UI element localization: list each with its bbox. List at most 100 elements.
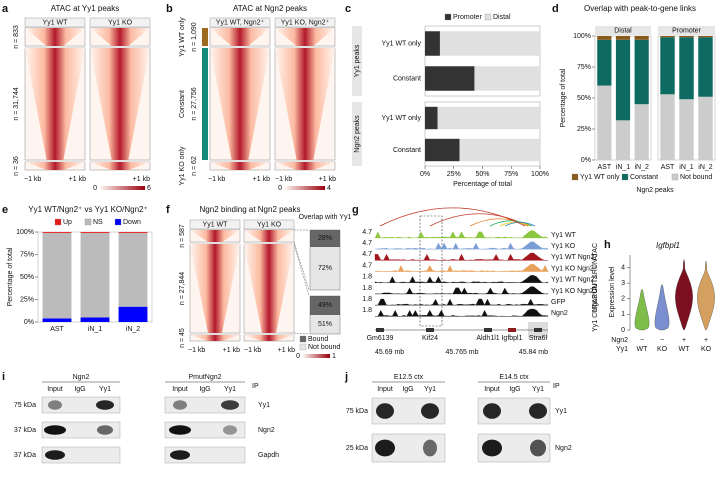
column-label: Yy1 WT xyxy=(43,19,69,26)
bar-segment xyxy=(118,306,148,322)
colorbar-label: 0 xyxy=(278,185,282,192)
group-bar xyxy=(202,162,208,170)
blot-header: Ngn2 xyxy=(73,374,90,381)
band xyxy=(421,403,439,419)
x-label: +1 kb xyxy=(223,347,240,354)
track-label: Yy1 KO Ngn2⁺ xyxy=(551,265,598,272)
column-header xyxy=(209,17,271,28)
signal-track xyxy=(374,298,549,306)
legend-swatch xyxy=(671,173,679,181)
category-label: iN_2 xyxy=(698,164,713,171)
gene-label: Gm6139 xyxy=(367,335,394,342)
facet-strip xyxy=(352,102,362,166)
lane-label: Input xyxy=(377,386,393,393)
panel-title: Ngn2 binding at Ngn2 peaks xyxy=(200,205,301,214)
heatmap-signal xyxy=(25,48,85,160)
group-label: Yy1 KO only xyxy=(179,146,186,185)
x-tick-label: 25% xyxy=(447,171,461,178)
y-tick-label: 2 xyxy=(621,296,625,303)
track-group: ATAC xyxy=(592,243,599,261)
ip-label: IP xyxy=(553,383,560,390)
x-axis-label: Percentage of total xyxy=(453,181,512,188)
column-label: Yy1 KO xyxy=(108,19,133,26)
category-label: Constant xyxy=(393,147,421,154)
colorbar xyxy=(100,186,145,190)
y-tick-label: 75% xyxy=(20,251,34,258)
y-axis-label: Percentage of total xyxy=(7,247,14,306)
blot-header: E14.5 ctx xyxy=(499,374,529,381)
x-label: +1 kb xyxy=(133,176,150,183)
factor-name: Ngn2 xyxy=(611,337,628,344)
panel-letter: d xyxy=(552,3,559,15)
group-bar xyxy=(202,48,208,160)
row-count: n = 27,756 xyxy=(191,87,198,120)
heatmap-signal xyxy=(90,162,150,170)
band xyxy=(221,400,239,410)
band xyxy=(48,400,62,410)
facet-title: Yy1 peaks xyxy=(354,44,361,77)
gene xyxy=(508,328,516,332)
lane-label: IgG xyxy=(199,386,210,393)
legend-swatch xyxy=(299,343,307,351)
row-count: n = 587 xyxy=(179,224,186,248)
band xyxy=(169,425,191,435)
coordinate: 45.765 mb xyxy=(445,349,478,356)
track-label: Yy1 WT Ngn2⁺ xyxy=(551,254,598,261)
bar-segment xyxy=(42,232,72,233)
band-label: Ngn2 xyxy=(258,427,275,434)
band xyxy=(482,439,502,457)
legend-swatch xyxy=(444,13,452,21)
marker-label: 75 kDa xyxy=(346,408,368,415)
legend-label: Not bound xyxy=(308,344,340,351)
value-label: 28% xyxy=(318,235,332,242)
heatmap-signal xyxy=(190,335,240,341)
category-label: AST xyxy=(50,326,64,333)
link-arc xyxy=(429,213,529,227)
heatmap-signal xyxy=(210,162,270,170)
track-scale: 1.8 xyxy=(362,285,372,292)
band xyxy=(97,425,113,435)
y-tick-label: 4 xyxy=(621,264,625,271)
panel-letter: h xyxy=(604,239,611,251)
panel-letter: a xyxy=(2,3,9,15)
column-header xyxy=(89,17,151,28)
group-label: Constant xyxy=(179,90,186,118)
gene-label: Igfbpl1 xyxy=(501,335,522,342)
y-tick-label: 0% xyxy=(581,157,591,164)
row-count: n = 62 xyxy=(191,156,198,176)
panel-letter: b xyxy=(166,3,173,15)
category-label: iN_2 xyxy=(126,326,141,333)
lane-label: IgG xyxy=(509,386,520,393)
track-label: Yy1 KO Ngn2⁺ xyxy=(551,288,598,295)
y-tick-label: 0 xyxy=(621,327,625,334)
panel-letter: i xyxy=(2,371,5,383)
y-tick-label: 1 xyxy=(621,311,625,318)
bar-segment xyxy=(679,37,694,100)
factor-level: − xyxy=(640,337,644,344)
lane-label: Input xyxy=(484,386,500,393)
legend-label: Distal xyxy=(493,14,511,21)
y-axis-label: Percentage of total xyxy=(560,68,567,127)
connector xyxy=(293,332,310,335)
facet-strip xyxy=(658,26,715,35)
bar-segment xyxy=(425,106,438,130)
column-header xyxy=(243,219,295,230)
category-label: AST xyxy=(661,164,675,171)
heatmap-signal xyxy=(210,28,270,46)
x-label: +1 kb xyxy=(69,176,86,183)
signal-track xyxy=(374,275,549,283)
coordinate: 45.84 mb xyxy=(519,349,548,356)
bar-segment xyxy=(80,232,110,233)
track-scale: 4.7 xyxy=(362,240,372,247)
bar-segment xyxy=(615,120,631,160)
gene-label: Kif24 xyxy=(422,335,438,342)
bar-segment xyxy=(118,232,148,233)
facet-strip xyxy=(595,26,651,35)
column-header xyxy=(274,17,336,28)
x-label: −1 kb xyxy=(244,347,261,354)
link-arc xyxy=(379,207,526,227)
bar-segment xyxy=(615,39,631,121)
row-count: n = 45 xyxy=(179,328,186,348)
track-label: GFP xyxy=(551,299,566,306)
column-label: Yy1 KO, Ngn2⁺ xyxy=(281,19,330,26)
